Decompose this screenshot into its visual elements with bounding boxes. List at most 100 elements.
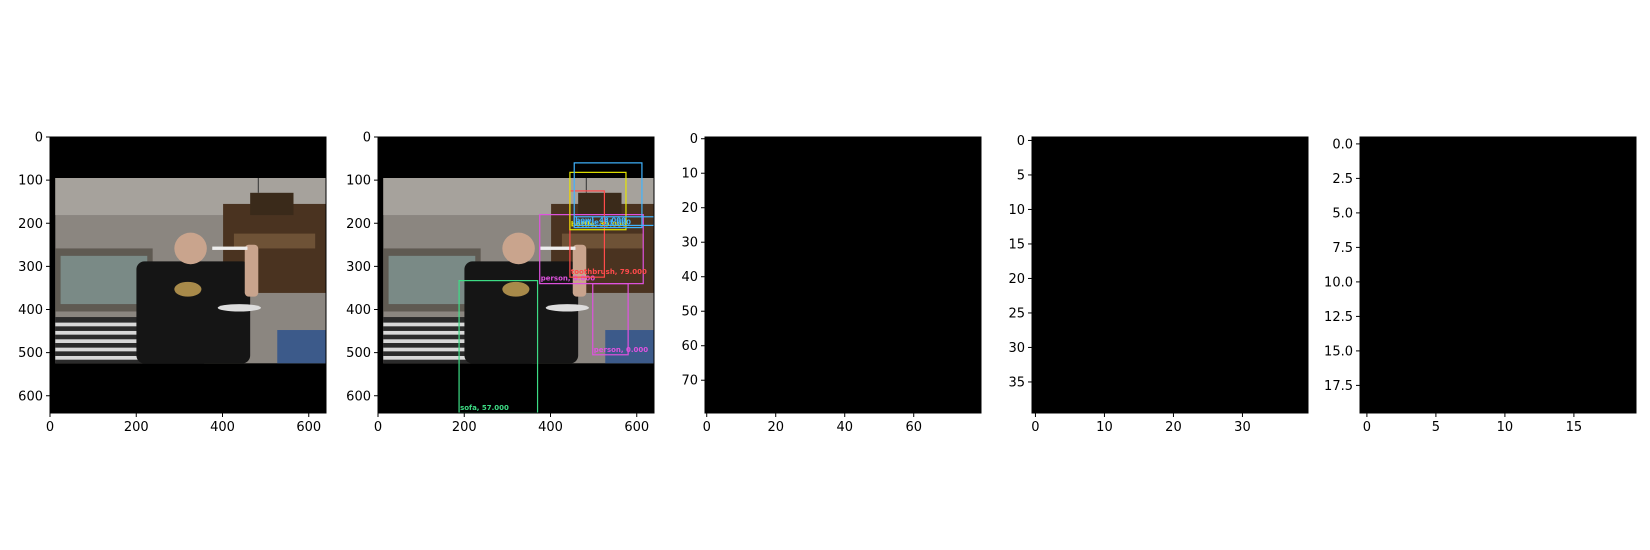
axes-frame bbox=[1031, 136, 1309, 414]
detection-box bbox=[573, 216, 654, 227]
x-tick-label: 600 bbox=[296, 420, 321, 435]
detection-label: bottle, 39.000 bbox=[571, 221, 627, 229]
photo-sofa-stripe bbox=[383, 330, 519, 335]
x-tick-label: 0 bbox=[1031, 420, 1039, 435]
photo-toothbrush bbox=[540, 246, 576, 250]
y-tick-label: 100 bbox=[18, 174, 43, 189]
y-tick-label: 7.5 bbox=[1332, 241, 1353, 256]
y-tick-label: 600 bbox=[18, 389, 43, 404]
x-tick-label: 0 bbox=[46, 420, 54, 435]
x-tick-label: 15 bbox=[1566, 420, 1583, 435]
detection-box bbox=[573, 162, 643, 229]
x-tick-label: 5 bbox=[1432, 420, 1440, 435]
photo-sofa-stripe bbox=[55, 347, 191, 352]
panel-background bbox=[1360, 137, 1636, 413]
y-tick-label: 20 bbox=[681, 201, 698, 216]
y-tick-label: 2.5 bbox=[1332, 172, 1353, 187]
axes-frame bbox=[377, 136, 655, 414]
photo-lamp bbox=[578, 192, 622, 216]
x-tick-label: 600 bbox=[624, 420, 649, 435]
y-tick-label: 10 bbox=[1008, 203, 1025, 218]
y-tick-label: 200 bbox=[18, 217, 43, 232]
y-tick-label: 500 bbox=[346, 346, 371, 361]
panel-4: 0 10 20 30 0 5 10 15 20 25 30 35 bbox=[1008, 134, 1309, 435]
photo-lamp bbox=[250, 192, 294, 216]
detection-label: person, 0.000 bbox=[541, 275, 596, 283]
x-tick-label: 0 bbox=[1363, 420, 1371, 435]
y-tick-label: 50 bbox=[681, 305, 698, 320]
photo-shirt-graphic bbox=[174, 281, 202, 297]
y-tick-label: 100 bbox=[346, 174, 371, 189]
panel-background bbox=[1032, 137, 1308, 413]
y-tick-label: 500 bbox=[18, 346, 43, 361]
y-tick-label: 0 bbox=[690, 132, 698, 147]
x-tick-label: 40 bbox=[836, 420, 853, 435]
photo-sofa-stripe bbox=[55, 330, 191, 335]
x-tick-label: 400 bbox=[210, 420, 235, 435]
detection-label: toothbrush, 79.000 bbox=[571, 268, 647, 276]
y-tick-label: 15 bbox=[1008, 237, 1025, 252]
photo-jeans bbox=[605, 330, 654, 364]
y-tick-label: 35 bbox=[1008, 375, 1025, 390]
photo bbox=[55, 177, 327, 364]
x-tick-label: 0 bbox=[703, 420, 711, 435]
photo-person-head bbox=[502, 232, 535, 265]
y-tick-label: 12.5 bbox=[1324, 310, 1353, 325]
photo-sofa-stripe bbox=[383, 322, 519, 327]
detection-label: sofa, 57.000 bbox=[460, 404, 509, 412]
photo-picture bbox=[60, 255, 148, 305]
y-tick-label: 15.0 bbox=[1324, 344, 1353, 359]
panel-background bbox=[705, 137, 981, 413]
detection-label: bowl, 48.000 bbox=[575, 216, 626, 224]
y-tick-label: 400 bbox=[346, 303, 371, 318]
y-tick-label: 5 bbox=[1017, 168, 1025, 183]
photo-shirt-graphic bbox=[502, 281, 530, 297]
y-tick-label: 200 bbox=[346, 217, 371, 232]
detection-box bbox=[569, 190, 606, 278]
photo-sofa-stripe bbox=[383, 347, 519, 352]
y-tick-label: 5.0 bbox=[1332, 206, 1353, 221]
x-tick-label: 400 bbox=[538, 420, 563, 435]
y-tick-label: 300 bbox=[346, 260, 371, 275]
photo-person-torso bbox=[464, 261, 579, 364]
photo-person-arm bbox=[244, 244, 259, 297]
photo-plate bbox=[217, 304, 262, 312]
y-tick-label: 30 bbox=[681, 236, 698, 251]
y-tick-label: 20 bbox=[1008, 272, 1025, 287]
axes-frame bbox=[1359, 136, 1637, 414]
x-tick-label: 60 bbox=[905, 420, 922, 435]
y-tick-label: 30 bbox=[1008, 341, 1025, 356]
photo-person-head bbox=[174, 232, 207, 265]
photo-sofa-stripe bbox=[55, 322, 191, 327]
x-tick-label: 0 bbox=[374, 420, 382, 435]
photo-plate bbox=[545, 304, 590, 312]
x-tick-label: 10 bbox=[1096, 420, 1113, 435]
y-tick-label: 70 bbox=[681, 374, 698, 389]
x-tick-label: 30 bbox=[1234, 420, 1251, 435]
y-tick-label: 400 bbox=[18, 303, 43, 318]
y-tick-label: 300 bbox=[18, 260, 43, 275]
y-tick-label: 17.5 bbox=[1324, 379, 1353, 394]
x-tick-label: 20 bbox=[767, 420, 784, 435]
photo-sofa-stripe bbox=[383, 355, 519, 360]
panel-1: 0 200 400 600 0 100 200 300 400 500 600 bbox=[18, 131, 327, 435]
y-tick-label: 25 bbox=[1008, 306, 1025, 321]
y-tick-label: 10 bbox=[681, 167, 698, 182]
axes-frame bbox=[49, 136, 327, 414]
detection-box bbox=[592, 283, 629, 356]
panel-3: 0 20 40 60 0 10 20 30 40 50 60 70 bbox=[681, 132, 982, 435]
x-tick-label: 10 bbox=[1497, 420, 1514, 435]
photo-sofa-stripe bbox=[55, 355, 191, 360]
photo bbox=[383, 177, 654, 364]
detection-label: bottle, 51.000 bbox=[575, 219, 631, 227]
x-tick-label: 200 bbox=[452, 420, 477, 435]
detection-box bbox=[569, 171, 627, 231]
panel-5: 0 5 10 15 0.0 2.5 5.0 7.5 10.0 12.5 15.0 17.5 bbox=[1324, 136, 1637, 435]
photo-person-torso bbox=[136, 261, 251, 364]
y-tick-label: 40 bbox=[681, 270, 698, 285]
y-tick-label: 0 bbox=[35, 131, 43, 146]
photo-sofa-stripe bbox=[55, 339, 191, 344]
photo-jeans bbox=[277, 330, 326, 364]
